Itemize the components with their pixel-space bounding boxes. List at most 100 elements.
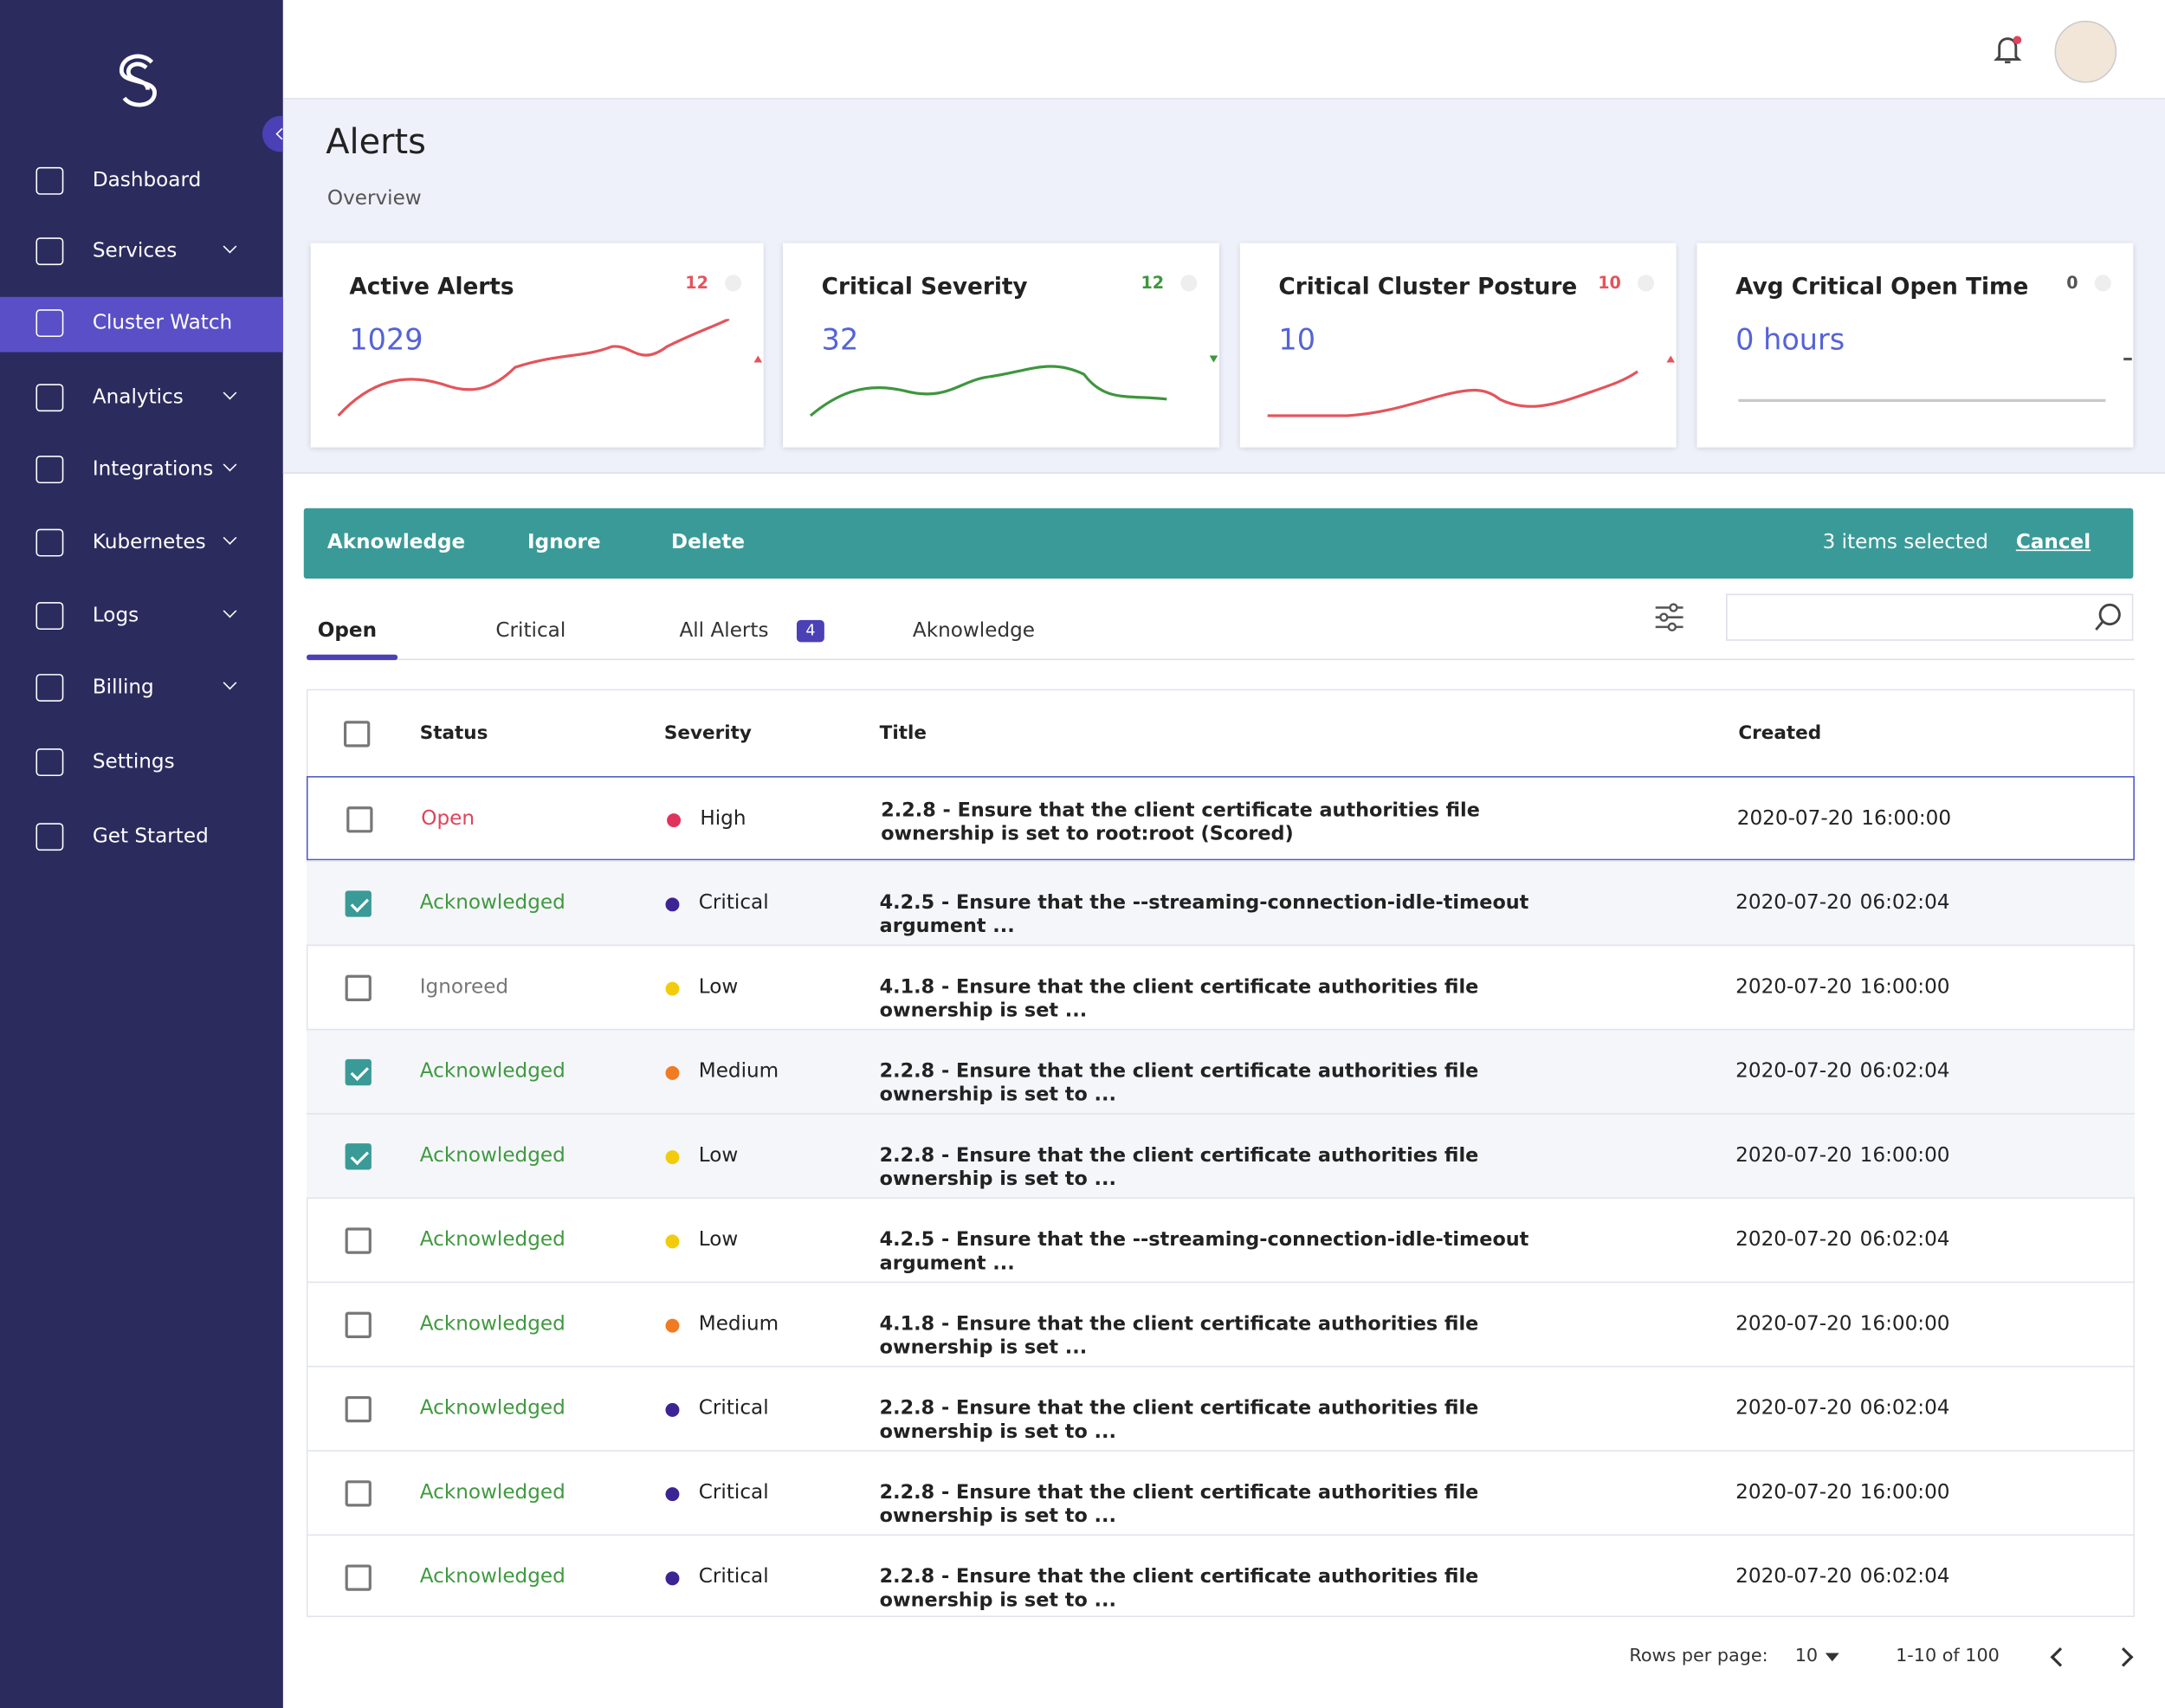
topbar bbox=[282, 0, 2165, 100]
nav-icon bbox=[36, 166, 64, 195]
row-checkbox[interactable] bbox=[345, 1143, 372, 1170]
row-checkbox[interactable] bbox=[345, 1395, 372, 1423]
severity: Critical bbox=[698, 1481, 769, 1504]
card-title: Active Alerts bbox=[349, 273, 514, 300]
row-checkbox[interactable] bbox=[345, 890, 372, 917]
created-date: 2020-07-20 bbox=[1735, 891, 1852, 915]
filter-button[interactable] bbox=[1652, 601, 1685, 634]
row-checkbox[interactable] bbox=[345, 1311, 372, 1338]
card-delta: 0 bbox=[2066, 273, 2078, 294]
cancel-link[interactable]: Cancel bbox=[2015, 531, 2091, 554]
row-checkbox[interactable] bbox=[345, 1058, 372, 1086]
nav-label: Logs bbox=[92, 605, 139, 627]
created-date: 2020-07-20 bbox=[1735, 1397, 1852, 1420]
table-row[interactable]: Acknowledged Critical 2.2.8 - Ensure that … bbox=[306, 1365, 2135, 1450]
nav-item[interactable]: Logs bbox=[0, 590, 283, 645]
row-checkbox[interactable] bbox=[345, 1227, 372, 1254]
nav-icon bbox=[36, 748, 64, 777]
created-date: 2020-07-20 bbox=[1735, 1313, 1852, 1336]
nav-label: Analytics bbox=[92, 386, 184, 409]
bulk-action[interactable]: Delete bbox=[670, 531, 746, 554]
nav-item[interactable]: Kubernetes bbox=[0, 516, 283, 572]
tab-divider bbox=[306, 658, 2135, 661]
alert-title: 4.1.8 - Ensure that the client certifica… bbox=[879, 976, 1479, 1022]
nav-chevron bbox=[223, 531, 237, 545]
nav-item[interactable]: Settings bbox=[0, 736, 283, 792]
status: Acknowledged bbox=[419, 1481, 565, 1504]
row-checkbox[interactable] bbox=[345, 1564, 372, 1591]
severity: Medium bbox=[698, 1060, 779, 1084]
nav-label: Billing bbox=[92, 676, 154, 699]
status: Acknowledged bbox=[419, 1313, 565, 1336]
alert-title: 2.2.8 - Ensure that the client certifica… bbox=[879, 1144, 1479, 1191]
sparkline bbox=[337, 319, 730, 417]
card-value: 10 bbox=[1278, 323, 1316, 357]
row-checkbox[interactable] bbox=[345, 974, 372, 1001]
nav-item[interactable]: Billing bbox=[0, 662, 283, 717]
nav-icon bbox=[36, 528, 64, 557]
nav-label: Get Started bbox=[92, 825, 209, 848]
created-date: 2020-07-20 bbox=[1735, 1566, 1852, 1588]
nav-chevron bbox=[223, 457, 237, 472]
severity: High bbox=[700, 807, 746, 831]
created-time: 16:00:00 bbox=[1859, 1313, 1950, 1336]
table-row[interactable]: Acknowledged Critical 2.2.8 - Ensure that … bbox=[306, 1450, 2135, 1534]
created-time: 06:02:04 bbox=[1859, 1566, 1950, 1588]
next-page[interactable] bbox=[2113, 1647, 2134, 1667]
severity-dot bbox=[667, 813, 682, 828]
severity: Low bbox=[698, 976, 739, 999]
created-time: 06:02:04 bbox=[1859, 891, 1950, 915]
row-checkbox[interactable] bbox=[345, 1480, 372, 1507]
select-all-checkbox[interactable] bbox=[344, 721, 371, 747]
alert-title: 2.2.8 - Ensure that the client certifica… bbox=[879, 1566, 1479, 1612]
metric-card: Critical Cluster Posture 10 10 bbox=[1239, 243, 1677, 448]
alert-title: 2.2.8 - Ensure that the client certifica… bbox=[879, 1060, 1479, 1107]
status: Acknowledged bbox=[419, 1144, 565, 1168]
prev-page[interactable] bbox=[2050, 1647, 2071, 1667]
table-row[interactable]: Acknowledged Critical 4.2.5 - Ensure that … bbox=[306, 860, 2135, 945]
created-date: 2020-07-20 bbox=[1735, 1229, 1852, 1252]
severity-dot bbox=[665, 1487, 680, 1502]
avatar[interactable] bbox=[2054, 20, 2117, 83]
nav-item[interactable]: Integrations bbox=[0, 443, 283, 499]
table-row[interactable]: Acknowledged Medium 4.1.8 - Ensure that th… bbox=[306, 1281, 2135, 1366]
table-row[interactable]: Open High 2.2.8 - Ensure that the client c… bbox=[306, 776, 2135, 861]
table-row[interactable]: Acknowledged Critical 2.2.8 - Ensure that … bbox=[306, 1534, 2135, 1618]
sparkline bbox=[1267, 370, 1638, 417]
table-row[interactable]: Acknowledged Medium 2.2.8 - Ensure that th… bbox=[306, 1028, 2135, 1114]
tab[interactable]: Critical bbox=[495, 619, 566, 643]
nav-chevron bbox=[223, 604, 237, 618]
created-date: 2020-07-20 bbox=[1735, 1481, 1852, 1504]
row-checkbox[interactable] bbox=[346, 806, 373, 833]
bulk-action[interactable]: Aknowledge bbox=[326, 531, 466, 554]
table-row[interactable]: Acknowledged Low 4.2.5 - Ensure that the -… bbox=[306, 1197, 2135, 1281]
rows-per-page-select[interactable]: 10 bbox=[1794, 1646, 1819, 1667]
tab[interactable]: All Alerts bbox=[679, 619, 769, 643]
table-row[interactable]: Ignoreed Low 4.1.8 - Ensure that the clien… bbox=[306, 944, 2135, 1029]
sidebar bbox=[0, 0, 283, 1708]
status: Acknowledged bbox=[419, 1397, 565, 1420]
tab[interactable]: Open bbox=[317, 619, 378, 643]
nav-item[interactable]: Analytics bbox=[0, 372, 283, 427]
metric-card: Avg Critical Open Time 0 hours 0 bbox=[1696, 243, 2134, 448]
notification-bell[interactable] bbox=[1993, 33, 2026, 66]
column-header: Status bbox=[419, 721, 488, 745]
column-header: Created bbox=[1738, 721, 1822, 745]
status: Acknowledged bbox=[419, 891, 565, 915]
bulk-action[interactable]: Ignore bbox=[527, 531, 601, 554]
nav-item[interactable]: Dashboard bbox=[0, 155, 283, 210]
select-caret bbox=[1825, 1653, 1839, 1662]
metric-card: Critical Severity 32 12 bbox=[783, 243, 1219, 448]
severity-dot bbox=[665, 1234, 680, 1249]
nav-item[interactable]: Get Started bbox=[0, 811, 283, 866]
tab[interactable]: Aknowledge bbox=[912, 619, 1036, 643]
search-input[interactable] bbox=[1726, 593, 2134, 641]
table-row[interactable]: Acknowledged Low 2.2.8 - Ensure that the c… bbox=[306, 1113, 2135, 1198]
card-value: 1029 bbox=[349, 323, 423, 357]
tab-indicator bbox=[306, 654, 398, 661]
card-value: 32 bbox=[821, 323, 859, 357]
severity-dot bbox=[665, 1065, 680, 1080]
nav-item[interactable]: Services bbox=[0, 225, 283, 281]
nav-item[interactable]: Cluster Watch bbox=[0, 296, 283, 353]
